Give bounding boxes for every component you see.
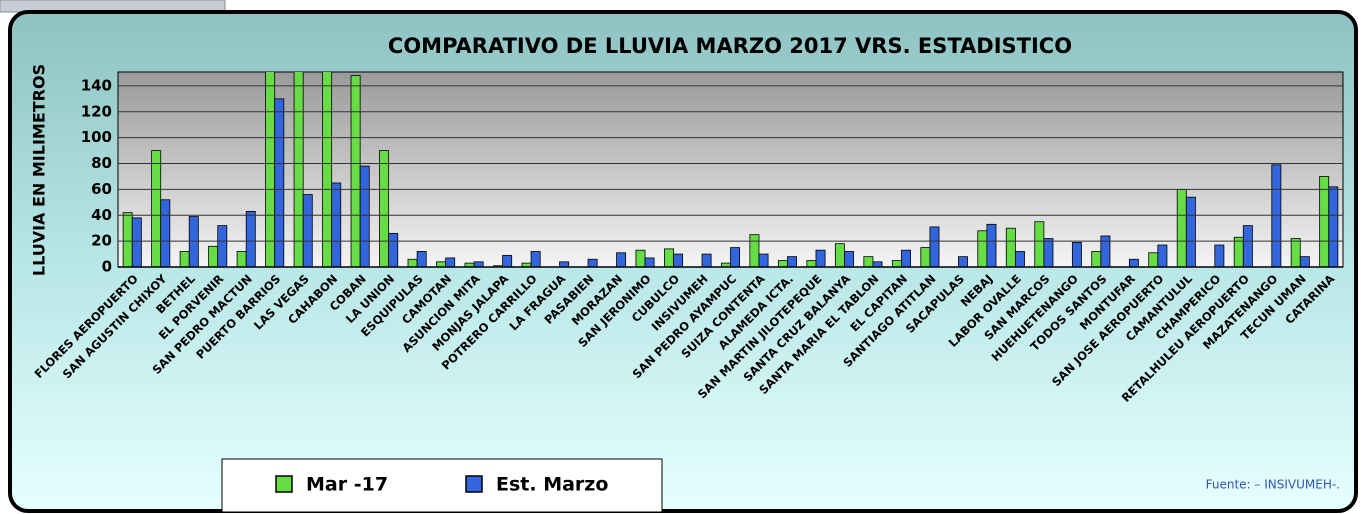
bar [1319,176,1330,268]
bar [559,261,570,268]
bar [473,261,484,268]
source-note: Fuente: – INSIVUMEH-. [1206,478,1340,492]
y-tick-label: 140 [81,76,112,94]
bar [436,261,447,268]
bar [1157,244,1168,268]
bar [644,257,655,268]
bar [274,98,285,268]
bar [350,75,361,268]
bar [587,258,598,268]
bar [758,253,769,268]
bar [1005,227,1016,268]
bar [815,249,826,268]
bar [787,256,797,268]
bar [530,251,541,268]
y-axis-label: LLUVIA EN MILIMETROS [30,64,49,276]
bar [131,217,142,268]
bar [806,260,817,268]
y-tick-label: 120 [81,102,112,120]
bar [664,248,674,268]
bar [1328,186,1339,268]
bar [891,260,902,268]
bar [1148,252,1159,268]
bar [1091,251,1102,268]
legend-label: Est. Marzo [496,474,608,496]
bar [777,260,788,268]
bar [701,253,712,268]
bar [1290,238,1301,268]
bar [1034,221,1045,268]
bar [673,253,684,268]
bar [1043,238,1054,268]
y-tick-label: 20 [91,232,112,250]
bar [730,247,741,268]
bar [179,251,190,268]
bar [359,165,370,268]
bar [407,258,418,268]
bar [331,182,342,268]
y-tick-label: 80 [91,154,112,172]
bar [160,199,171,268]
bar [1014,251,1025,268]
y-tick-label: 100 [81,128,112,146]
legend [221,458,663,513]
bar [1185,196,1196,268]
bar [1242,225,1253,268]
bar [749,234,760,268]
bar [151,150,162,268]
bar [217,225,228,268]
chart-title: COMPARATIVO DE LLUVIA MARZO 2017 VRS. ES… [388,34,1072,58]
bar [122,212,133,268]
bar [901,249,911,268]
bar [188,216,199,268]
bar [302,194,313,268]
bar [208,245,219,268]
bar [1214,244,1225,268]
bar [1299,256,1310,268]
bar [616,252,627,268]
legend-label: Mar -17 [306,474,388,496]
bar [1100,235,1111,268]
bar [872,261,883,268]
y-tick-label: 40 [91,206,112,224]
bar [958,256,968,268]
bar [502,254,513,268]
bar [1271,164,1282,268]
bar [863,256,874,268]
bar [379,150,390,268]
bar [986,223,997,268]
bar [929,226,940,268]
y-tick-label: 0 [102,258,112,276]
bar [445,257,456,268]
bar [1071,242,1082,268]
bar [1233,236,1244,268]
bar [388,232,399,268]
bar [1176,188,1187,268]
bar [635,249,646,268]
legend-swatch [465,475,483,493]
legend-swatch [275,475,293,493]
bar [977,230,988,268]
bar [245,210,256,268]
y-tick-label: 60 [91,180,112,198]
bar [416,251,427,268]
bar [844,251,854,268]
bar [920,247,931,268]
bar [236,251,247,268]
bar [834,243,845,268]
bar [1128,258,1139,268]
